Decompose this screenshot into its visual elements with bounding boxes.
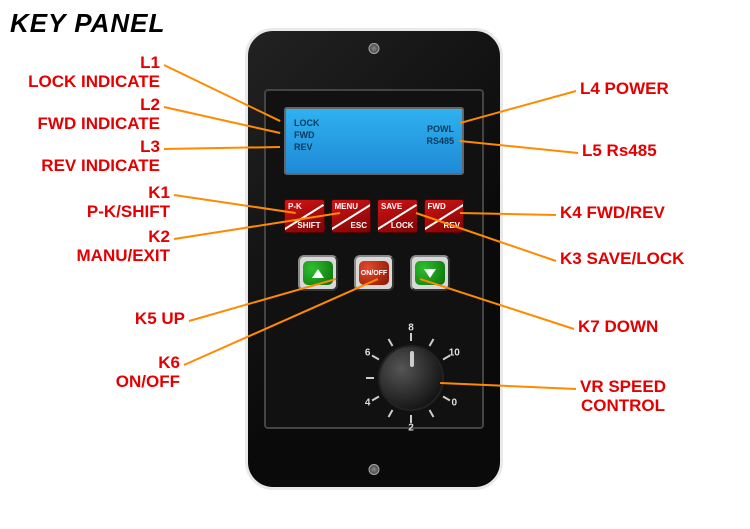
device-inner: LOCK FWD REV POWL RS485 P-K SHIFT MENU E…: [264, 89, 484, 429]
knob-tick: [372, 355, 380, 361]
annotation-L1: L1 LOCK INDICATE: [20, 54, 160, 91]
knob-tick: [388, 339, 394, 347]
knob-tick: [372, 396, 380, 402]
knob-scale-number: 10: [449, 348, 460, 359]
screw-bottom: [369, 464, 380, 475]
knob-tick: [366, 377, 374, 379]
knob-scale-number: 2: [408, 423, 414, 434]
menu-esc-button[interactable]: MENU ESC: [331, 199, 372, 233]
annotation-VR: VR SPEED CONTROL: [580, 378, 666, 415]
lcd-lock-label: LOCK: [294, 117, 320, 129]
knob-scale-number: 0: [452, 398, 458, 409]
knob-tick: [388, 410, 394, 418]
knob-scale-number: 8: [408, 323, 414, 334]
lcd-rs485-label: RS485: [426, 135, 454, 147]
knob-tick: [429, 339, 435, 347]
screw-top: [369, 43, 380, 54]
annotation-K5: K5 UP: [45, 310, 185, 329]
key-panel-device: LOCK FWD REV POWL RS485 P-K SHIFT MENU E…: [245, 28, 503, 490]
lcd-display: LOCK FWD REV POWL RS485: [284, 107, 464, 175]
up-arrow-icon: [312, 269, 324, 278]
lcd-fwd-label: FWD: [294, 129, 320, 141]
knob-scale-number: 6: [365, 348, 371, 359]
knob-tick: [410, 333, 412, 341]
up-button[interactable]: [298, 255, 338, 291]
annotation-K2: K2 MANU/EXIT: [30, 228, 170, 265]
knob-scale-number: 4: [365, 398, 371, 409]
annotation-L4: L4 POWER: [580, 80, 669, 99]
green-button-row: ON/OFF: [298, 255, 450, 295]
speed-knob[interactable]: [378, 345, 444, 411]
annotation-L5: L5 Rs485: [582, 142, 657, 161]
knob-tick: [443, 396, 451, 402]
annotation-K3: K3 SAVE/LOCK: [560, 250, 684, 269]
annotation-K6: K6 ON/OFF: [40, 354, 180, 391]
annotation-L3: L3 REV INDICATE: [20, 138, 160, 175]
annotation-K4: K4 FWD/REV: [560, 204, 665, 223]
lcd-power-label: POWL: [426, 123, 454, 135]
save-lock-button[interactable]: SAVE LOCK: [377, 199, 418, 233]
annotation-K1: K1 P-K/SHIFT: [30, 184, 170, 221]
annotation-L2: L2 FWD INDICATE: [20, 96, 160, 133]
speed-knob-assembly: 0 2 4 6 8 10: [356, 323, 466, 433]
knob-tick: [429, 410, 435, 418]
lcd-rev-label: REV: [294, 141, 320, 153]
down-arrow-icon: [424, 269, 436, 278]
page-title: KEY PANEL: [10, 8, 165, 39]
annotation-K7: K7 DOWN: [578, 318, 658, 337]
